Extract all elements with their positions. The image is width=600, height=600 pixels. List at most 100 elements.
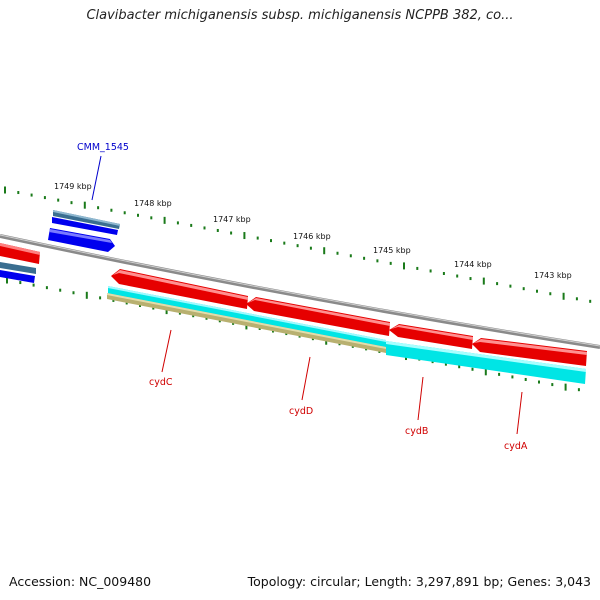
inner-minor-tick <box>152 306 155 310</box>
inner-major-tick <box>165 307 168 315</box>
outer-minor-tick <box>97 206 100 210</box>
outer-major-tick <box>243 232 246 240</box>
outer-minor-tick <box>256 236 259 240</box>
inner-minor-tick <box>112 298 115 302</box>
cds-blue-feature <box>52 217 118 235</box>
inner-minor-tick <box>458 365 461 369</box>
tick-labels: 1749 kbp 1748 kbp 1747 kbp 1746 kbp 1745… <box>54 182 572 280</box>
outer-minor-tick <box>309 246 312 250</box>
inner-minor-tick <box>511 375 514 379</box>
gene-label-cmm-1545[interactable]: CMM_1545 <box>77 142 129 153</box>
gene-arrow-cydb-shine <box>391 325 473 340</box>
inner-minor-tick <box>178 311 181 315</box>
inner-minor-tick <box>205 316 208 320</box>
outer-minor-tick <box>203 226 206 230</box>
outer-minor-tick <box>57 198 60 202</box>
outer-minor-tick <box>336 251 339 255</box>
accession-text: Accession: NC_009480 <box>9 574 152 589</box>
outer-minor-tick <box>123 211 126 215</box>
gene-cydd[interactable] <box>246 297 390 336</box>
gene-arrow-cmm-1545-shine <box>49 229 112 243</box>
inner-minor-tick <box>125 301 128 305</box>
outer-minor-tick <box>575 297 578 301</box>
outer-minor-tick <box>522 287 525 291</box>
tick-label-1747: 1747 kbp <box>213 215 251 224</box>
leader-cydd <box>301 356 311 401</box>
gene-arrow-cydc-shine <box>113 270 248 300</box>
partial-red-gene-shine <box>0 243 40 255</box>
inner-minor-tick <box>524 377 527 381</box>
outer-major-tick <box>482 277 485 285</box>
outer-minor-tick <box>496 282 499 286</box>
outer-minor-tick <box>389 261 392 265</box>
genome-backbone <box>0 234 600 349</box>
inner-minor-tick <box>192 314 195 318</box>
inner-minor-tick <box>32 283 35 287</box>
gene-arrow-cydc <box>111 269 248 309</box>
inner-minor-tick <box>538 380 540 384</box>
outer-minor-tick <box>176 221 179 225</box>
gene-label-cydb[interactable]: cydB <box>405 426 428 437</box>
inner-minor-tick <box>139 304 141 308</box>
inner-minor-tick <box>577 388 580 392</box>
gene-arrow-cydd <box>246 297 390 336</box>
leader-cydc <box>161 329 172 373</box>
tick-label-1748: 1748 kbp <box>134 199 172 208</box>
outer-minor-tick <box>43 196 46 200</box>
outer-minor-tick <box>216 228 219 232</box>
outer-minor-tick <box>442 271 445 275</box>
cds-khaki-feature-shine <box>107 293 386 349</box>
inner-minor-tick <box>72 291 75 295</box>
outer-minor-tick <box>536 289 538 293</box>
inner-minor-tick <box>59 288 62 292</box>
outer-minor-tick <box>296 244 299 248</box>
outer-minor-tick <box>349 254 352 258</box>
inner-minor-tick <box>444 362 447 366</box>
gene-cmm-1545[interactable] <box>48 210 120 252</box>
inner-minor-tick <box>99 296 102 300</box>
map-title: Clavibacter michiganensis subsp. michiga… <box>86 8 514 23</box>
tick-label-1746: 1746 kbp <box>293 232 331 241</box>
inner-major-tick <box>564 383 567 391</box>
partial-blue-cds <box>0 270 35 283</box>
partial-genes-left-edge <box>0 243 40 283</box>
outer-minor-tick <box>376 259 379 263</box>
cds-features-reverse <box>107 286 586 384</box>
outer-minor-tick <box>416 266 419 270</box>
outer-minor-tick <box>137 213 139 217</box>
label-leaders <box>91 155 523 435</box>
inner-major-tick <box>484 368 487 376</box>
gene-labels: CMM_1545 cydC cydD cydB cydA <box>77 142 528 452</box>
outer-minor-tick <box>270 239 272 243</box>
outer-minor-tick <box>230 231 233 235</box>
outer-minor-tick <box>549 292 552 296</box>
gene-label-cydd[interactable]: cydD <box>289 406 313 417</box>
outer-major-tick <box>323 247 326 255</box>
gene-arrow-cydd-shine <box>248 298 390 326</box>
outer-major-tick <box>562 292 565 300</box>
inner-minor-tick <box>498 372 501 376</box>
genome-backbone-highlight <box>0 234 600 347</box>
tick-label-1749: 1749 kbp <box>54 182 92 191</box>
outer-minor-tick <box>30 193 33 197</box>
outer-minor-tick <box>363 256 366 260</box>
outer-minor-tick <box>150 216 153 220</box>
outer-minor-tick <box>17 191 20 195</box>
outer-major-tick <box>403 262 405 270</box>
gene-cydc[interactable] <box>111 269 248 309</box>
inner-minor-tick <box>19 281 22 285</box>
gene-arrow-cyda <box>472 338 587 366</box>
cds-steel-feature-highlight <box>53 210 120 226</box>
gene-cydb[interactable] <box>389 324 473 349</box>
tick-label-1745: 1745 kbp <box>373 246 411 255</box>
gene-label-cydc[interactable]: cydC <box>149 377 173 388</box>
outer-major-tick <box>163 216 166 224</box>
outer-major-ticks <box>4 186 565 300</box>
leader-cyda <box>516 391 523 435</box>
outer-minor-tick <box>283 241 286 245</box>
gene-label-cyda[interactable]: cydA <box>504 441 528 452</box>
outer-tick-marks <box>4 186 592 303</box>
gene-cyda[interactable] <box>472 338 587 366</box>
gene-arrow-cyda-shine <box>474 339 587 355</box>
